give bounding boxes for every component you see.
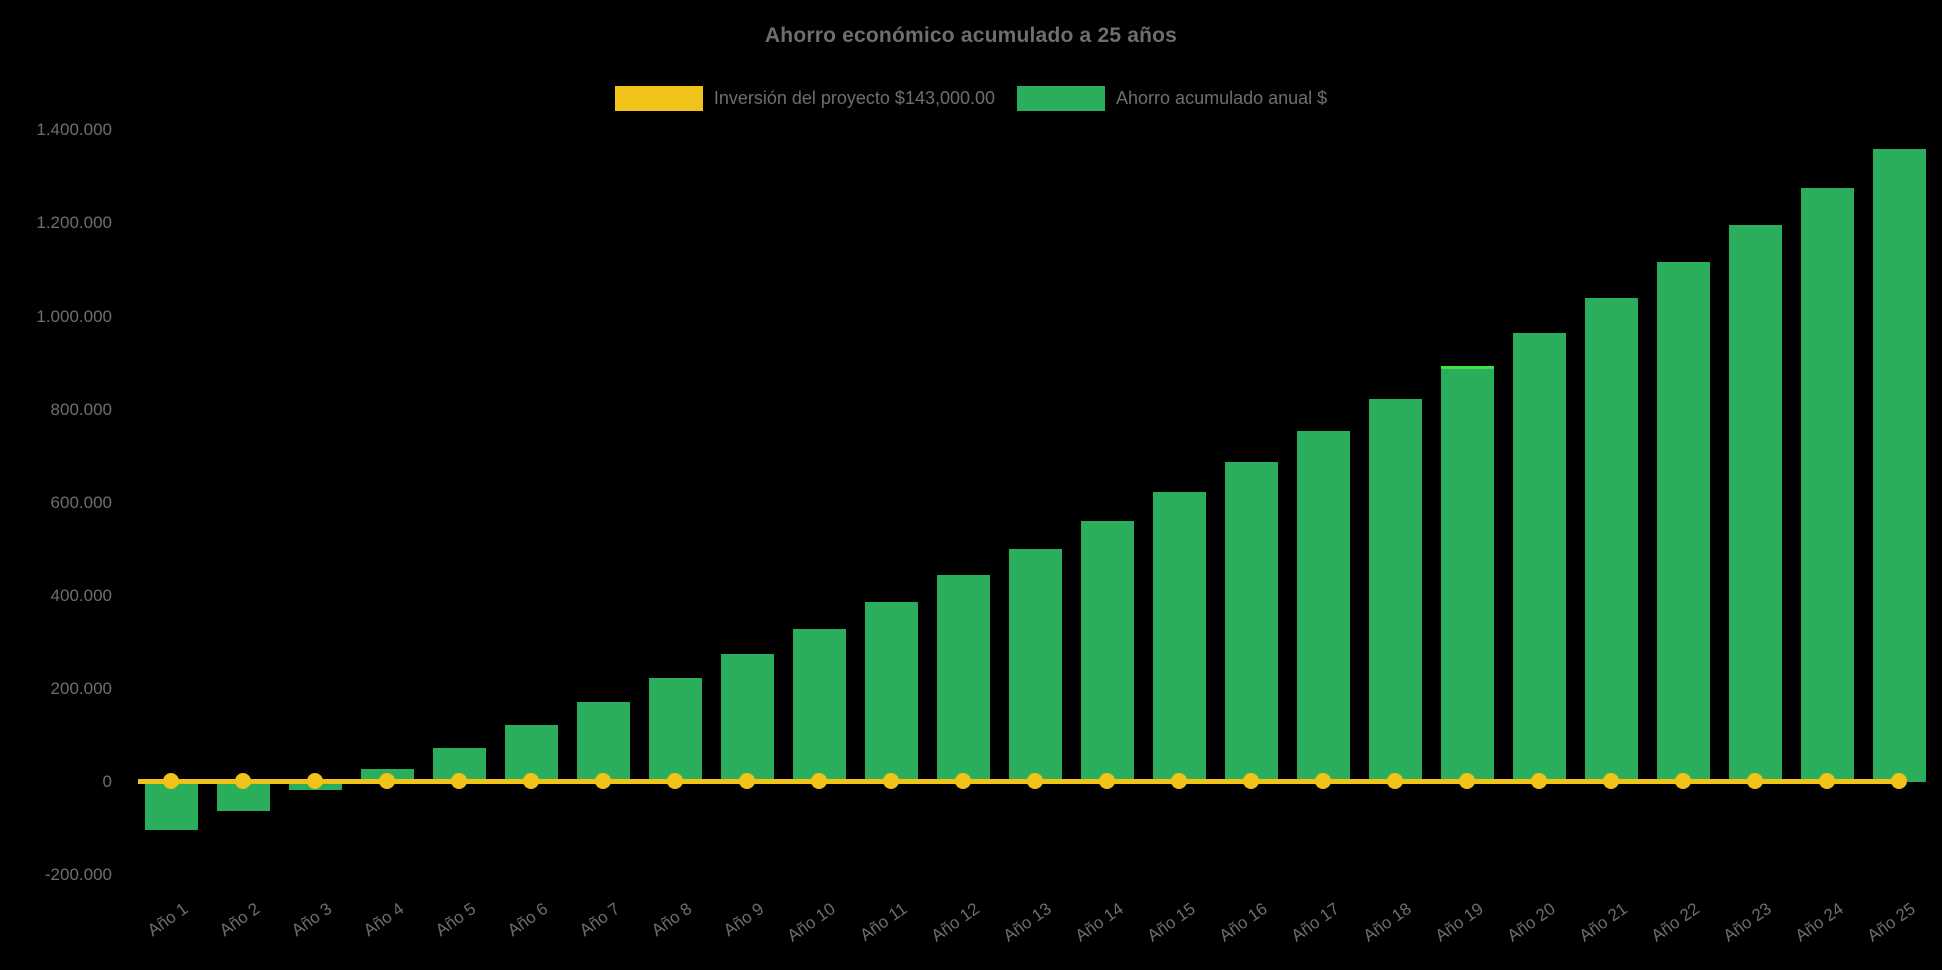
y-axis-tick-label: 1.000.000 — [36, 306, 112, 326]
x-axis-tick-label: Año 5 — [431, 899, 479, 941]
investment-point-año-4[interactable] — [379, 773, 395, 789]
x-axis-tick-label: Año 7 — [575, 899, 623, 941]
y-axis-tick-label: 200.000 — [50, 678, 112, 698]
bar-año-1[interactable] — [144, 782, 198, 830]
investment-point-año-19[interactable] — [1459, 773, 1475, 789]
investment-point-año-22[interactable] — [1675, 773, 1691, 789]
x-axis-tick-label: Año 1 — [143, 899, 191, 941]
bar-año-22[interactable] — [1656, 262, 1710, 782]
investment-point-año-1[interactable] — [163, 773, 179, 789]
investment-line — [138, 778, 1906, 784]
investment-point-año-2[interactable] — [235, 773, 251, 789]
y-axis-tick-label: -200.000 — [44, 865, 112, 885]
bar-año-18[interactable] — [1368, 398, 1422, 782]
investment-point-año-14[interactable] — [1099, 773, 1115, 789]
investment-point-año-18[interactable] — [1387, 773, 1403, 789]
investment-point-año-7[interactable] — [595, 773, 611, 789]
investment-point-año-3[interactable] — [307, 773, 323, 789]
x-axis-tick-label: Año 8 — [647, 899, 695, 941]
y-axis-tick-label: 800.000 — [50, 399, 112, 419]
x-axis-tick-label: Año 15 — [1143, 899, 1199, 946]
investment-point-año-13[interactable] — [1027, 773, 1043, 789]
x-axis-tick-label: Año 16 — [1215, 899, 1271, 946]
x-axis-tick-label: Año 6 — [503, 899, 551, 941]
bar-año-17[interactable] — [1296, 430, 1350, 782]
bar-año-11[interactable] — [864, 602, 918, 782]
x-axis-tick-label: Año 19 — [1431, 899, 1487, 946]
x-axis-tick-label: Año 11 — [856, 899, 911, 945]
savings-swatch-icon — [1017, 86, 1106, 111]
bar-año-16[interactable] — [1224, 462, 1278, 782]
x-axis-tick-label: Año 9 — [719, 899, 767, 941]
bar-año-7[interactable] — [576, 702, 630, 782]
bar-año-20[interactable] — [1512, 333, 1566, 782]
x-axis-tick-label: Año 18 — [1359, 899, 1415, 946]
bar-año-13[interactable] — [1008, 548, 1062, 782]
x-axis-tick-label: Año 2 — [215, 899, 263, 941]
bar-año-8[interactable] — [648, 677, 702, 782]
bar-año-24[interactable] — [1800, 187, 1854, 782]
x-axis-tick-label: Año 13 — [999, 899, 1055, 946]
investment-point-año-25[interactable] — [1891, 773, 1907, 789]
investment-point-año-8[interactable] — [667, 773, 683, 789]
investment-point-año-20[interactable] — [1531, 773, 1547, 789]
bar-año-15[interactable] — [1152, 492, 1206, 782]
x-axis-tick-label: Año 12 — [927, 899, 983, 946]
bar-año-23[interactable] — [1728, 225, 1782, 782]
y-axis-tick-label: 400.000 — [50, 585, 112, 605]
x-axis-tick-label: Año 4 — [359, 899, 407, 941]
bar-año-14[interactable] — [1080, 520, 1134, 782]
investment-point-año-5[interactable] — [451, 773, 467, 789]
x-axis-tick-label: Año 10 — [783, 899, 839, 946]
investment-point-año-15[interactable] — [1171, 773, 1187, 789]
investment-point-año-21[interactable] — [1603, 773, 1619, 789]
x-axis-tick-label: Año 23 — [1719, 899, 1775, 946]
investment-point-año-23[interactable] — [1747, 773, 1763, 789]
y-axis-tick-label: 1.400.000 — [36, 120, 112, 140]
y-axis-tick-label: 0 — [102, 772, 112, 791]
legend-item-investment[interactable]: Inversión del proyecto $143,000.00 — [614, 86, 996, 111]
investment-point-año-9[interactable] — [739, 773, 755, 789]
investment-point-año-11[interactable] — [883, 773, 899, 789]
chart-legend: Inversión del proyecto $143,000.00 Ahorr… — [0, 86, 1942, 111]
bar-año-21[interactable] — [1584, 297, 1638, 782]
bar-año-12[interactable] — [936, 575, 990, 782]
x-axis-tick-label: Año 25 — [1863, 899, 1919, 946]
investment-point-año-6[interactable] — [523, 773, 539, 789]
investment-point-año-16[interactable] — [1243, 773, 1259, 789]
x-axis-tick-label: Año 14 — [1071, 899, 1127, 946]
bar-año-9[interactable] — [720, 653, 774, 782]
investment-point-año-12[interactable] — [955, 773, 971, 789]
y-axis-tick-label: 1.200.000 — [36, 213, 112, 233]
investment-point-año-10[interactable] — [811, 773, 827, 789]
investment-point-año-24[interactable] — [1819, 773, 1835, 789]
chart-title: Ahorro económico acumulado a 25 años — [764, 24, 1178, 47]
bar-año-10[interactable] — [792, 628, 846, 782]
y-axis-tick-label: 600.000 — [50, 492, 112, 512]
x-axis-tick-label: Año 21 — [1575, 899, 1631, 946]
legend-label-investment: Inversión del proyecto $143,000.00 — [713, 88, 996, 108]
legend-label-savings: Ahorro acumulado anual $ — [1116, 88, 1328, 108]
x-axis-tick-label: Año 3 — [287, 899, 335, 941]
bar-año-19[interactable] — [1440, 365, 1494, 782]
bar-año-25[interactable] — [1872, 148, 1926, 782]
x-axis-tick-label: Año 17 — [1287, 899, 1343, 946]
bar-highlight-edge — [1440, 365, 1494, 369]
investment-swatch-icon — [614, 86, 703, 111]
x-axis-tick-label: Año 20 — [1503, 899, 1559, 946]
x-axis-tick-label: Año 24 — [1791, 899, 1847, 946]
bar-año-6[interactable] — [504, 725, 558, 782]
investment-point-año-17[interactable] — [1315, 773, 1331, 789]
legend-item-savings[interactable]: Ahorro acumulado anual $ — [1017, 86, 1327, 111]
x-axis-tick-label: Año 22 — [1647, 899, 1703, 946]
